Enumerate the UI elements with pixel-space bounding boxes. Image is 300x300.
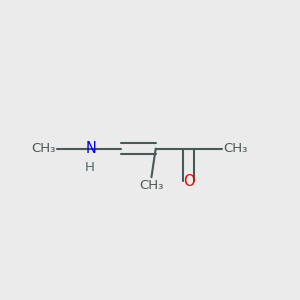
Text: N: N bbox=[86, 141, 97, 156]
Text: CH₃: CH₃ bbox=[223, 142, 247, 155]
Text: H: H bbox=[85, 161, 95, 174]
Text: O: O bbox=[183, 174, 194, 189]
Text: CH₃: CH₃ bbox=[139, 178, 164, 192]
Text: CH₃: CH₃ bbox=[31, 142, 56, 155]
